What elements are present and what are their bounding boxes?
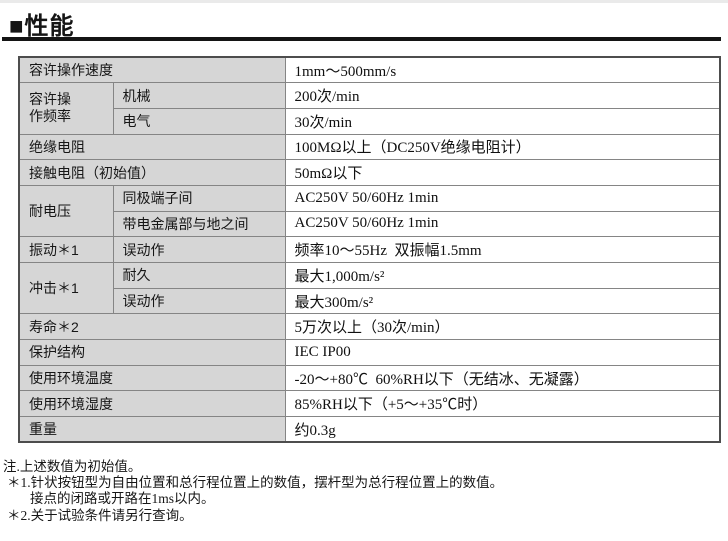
table-row: 振动＊1 误动作 频率10～55Hz 双振幅1.5mm <box>18 236 721 263</box>
footnote-1: ＊1.针状按钮型为自由位置和总行程位置上的数值，摆杆型为总行程位置上的数值。 <box>7 475 504 491</box>
row-label: 寿命＊2 <box>18 313 286 341</box>
row-value: -20～+80℃ 60%RH以下（无结冰、无凝露） <box>284 364 721 392</box>
row-value: 85%RH以下（+5～+35℃时） <box>284 390 721 418</box>
table-row: 容许操作频率 机械 200次/min <box>18 82 721 135</box>
table-row: 冲击＊1 耐久 最大1,000m/s² <box>18 261 721 315</box>
row-sublabel: 同极端子间 <box>112 184 286 212</box>
table-row: 电气 30次/min <box>19 107 721 135</box>
footnote-2: ＊2.关于试验条件请另行查询。 <box>7 507 193 523</box>
row-sublabel: 耐久 <box>112 262 286 289</box>
row-value: 200次/min <box>284 82 721 109</box>
row-value: IEC IP00 <box>284 339 721 366</box>
row-label: 绝缘电阻 <box>18 133 286 161</box>
table-row: 寿命＊2 5万次以上（30次/min） <box>18 313 721 341</box>
row-sublabel: 电气 <box>112 107 286 135</box>
row-value: 5万次以上（30次/min） <box>284 313 721 341</box>
table-row: 带电金属部与地之间 AC250V 50/60Hz 1min <box>19 210 721 238</box>
table-row: 绝缘电阻 100MΩ以上（DC250V绝缘电阻计） <box>18 133 721 161</box>
row-group-label: 容许操作频率 <box>18 82 114 135</box>
table-row: 保护结构 IEC IP00 <box>18 339 721 366</box>
row-group-label: 振动＊1 <box>18 236 114 263</box>
row-sublabel: 误动作 <box>112 236 286 263</box>
title-underline-rule <box>2 37 721 41</box>
footnotes: 注.上述数值为初始值。 ＊1.针状按钮型为自由位置和总行程位置上的数值，摆杆型为… <box>3 459 723 524</box>
table-row: 重量 约0.3g <box>18 416 721 443</box>
performance-spec-table: 容许操作速度 1mm～500mm/s 容许操作频率 机械 200次/min 电气… <box>18 56 721 444</box>
row-value: 频率10～55Hz 双振幅1.5mm <box>284 236 721 263</box>
row-group-label: 耐电压 <box>18 184 114 238</box>
row-sublabel: 误动作 <box>112 287 286 315</box>
row-sublabel: 带电金属部与地之间 <box>112 210 286 238</box>
row-group-label-text: 容许操作频率 <box>29 90 71 125</box>
row-label: 接触电阻（初始值） <box>18 159 286 186</box>
row-label: 使用环境温度 <box>18 364 286 392</box>
row-value: 最大300m/s² <box>284 287 721 315</box>
row-value: 1mm～500mm/s <box>284 56 721 84</box>
table-row: 接触电阻（初始值） 50mΩ以下 <box>18 159 721 186</box>
row-label: 使用环境湿度 <box>18 390 286 418</box>
footnote-1-continued: 接点的闭路或开路在1ms以内。 <box>30 491 215 507</box>
row-value: 约0.3g <box>284 416 721 443</box>
row-value: 30次/min <box>284 107 721 135</box>
row-value: 100MΩ以上（DC250V绝缘电阻计） <box>284 133 721 161</box>
table-row: 耐电压 同极端子间 AC250V 50/60Hz 1min <box>18 184 721 238</box>
row-label: 重量 <box>18 416 286 443</box>
row-label: 保护结构 <box>18 339 286 366</box>
row-value: AC250V 50/60Hz 1min <box>284 184 721 212</box>
row-sublabel: 机械 <box>112 82 286 109</box>
section-title: ■性能 <box>9 13 75 40</box>
table-row: 使用环境温度 -20～+80℃ 60%RH以下（无结冰、无凝露） <box>18 364 721 392</box>
note-initial-values: 注.上述数值为初始值。 <box>3 459 142 474</box>
table-row: 误动作 最大300m/s² <box>19 287 721 315</box>
row-value: 50mΩ以下 <box>284 159 721 186</box>
row-value: 最大1,000m/s² <box>284 262 721 289</box>
row-group-label: 冲击＊1 <box>18 261 114 315</box>
row-label: 容许操作速度 <box>18 56 286 84</box>
table-row: 使用环境湿度 85%RH以下（+5～+35℃时） <box>18 390 721 418</box>
table-row: 容许操作速度 1mm～500mm/s <box>18 56 721 84</box>
row-value: AC250V 50/60Hz 1min <box>284 210 721 238</box>
page-top-strip <box>0 0 728 3</box>
